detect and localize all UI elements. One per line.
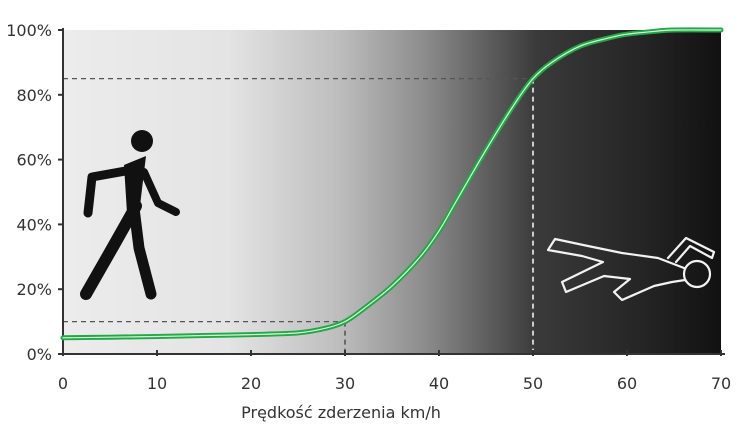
x-tick-label: 50 (523, 374, 543, 393)
x-tick-label: 30 (335, 374, 355, 393)
walking-pedestrian-icon (80, 130, 180, 300)
x-tick-label: 60 (617, 374, 637, 393)
x-tick-label: 0 (58, 374, 68, 393)
tick-labels: 0 10 20 30 40 50 60 70 0% 20% 40% 60% 80% 100% (6, 21, 731, 393)
lying-body-outline-icon (546, 236, 716, 302)
y-tick-label: 40% (16, 215, 52, 234)
x-tick-label: 70 (711, 374, 731, 393)
axes (58, 28, 725, 356)
y-tick-label: 0% (27, 345, 52, 364)
x-tick-label: 20 (241, 374, 261, 393)
y-tick-label: 20% (16, 280, 52, 299)
x-tick-label: 40 (429, 374, 449, 393)
y-tick-label: 60% (16, 151, 52, 170)
series-line-highlight (62, 29, 722, 339)
reference-lines (63, 77, 534, 354)
y-tick-label: 80% (16, 86, 52, 105)
y-tick-label: 100% (6, 21, 52, 40)
x-axis-label: Prędkość zderzenia km/h (241, 403, 441, 422)
plot-background (63, 30, 721, 354)
x-tick-label: 10 (147, 374, 167, 393)
